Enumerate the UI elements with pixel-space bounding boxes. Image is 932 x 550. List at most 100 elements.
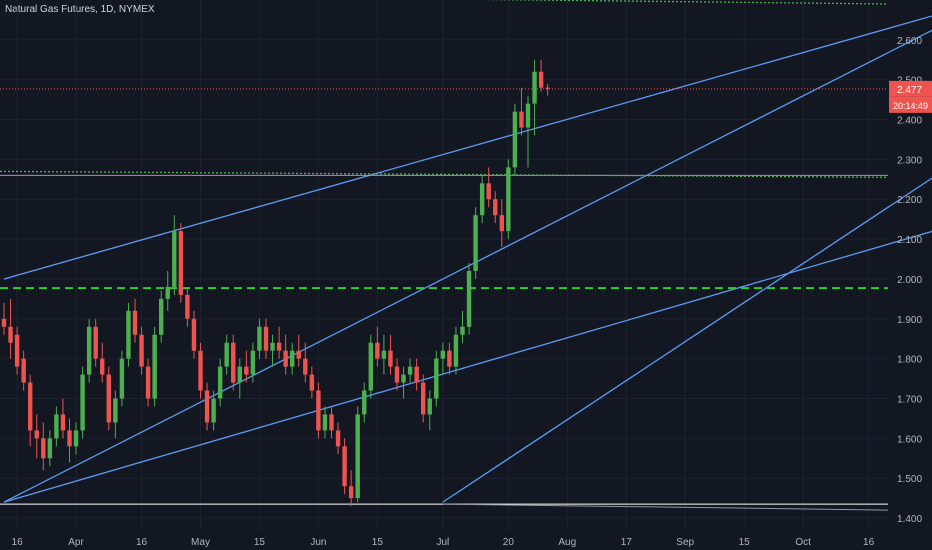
- candle-body: [106, 374, 111, 423]
- grid: [0, 0, 888, 530]
- y-tick-label: 1.500: [897, 474, 922, 485]
- candle-body: [139, 334, 144, 367]
- trendline: [3, 230, 932, 503]
- candle-body: [270, 342, 275, 351]
- candle-body: [473, 215, 478, 271]
- y-tick-label: 1.400: [897, 514, 922, 525]
- candle-body: [348, 486, 354, 499]
- candle-body: [421, 382, 426, 415]
- candle-body: [54, 414, 59, 439]
- candle-body: [231, 342, 236, 383]
- candle-body: [407, 366, 413, 375]
- trendline: [442, 177, 932, 503]
- candle-body: [132, 310, 138, 335]
- x-tick-label: Sep: [676, 537, 694, 548]
- candle-body: [257, 326, 262, 351]
- candle-body: [427, 398, 432, 415]
- candle-body: [283, 350, 288, 367]
- candle-body: [1, 318, 7, 327]
- candle-body: [204, 390, 210, 423]
- candle-body: [217, 366, 223, 399]
- y-tick-label: 2.200: [897, 195, 922, 206]
- x-tick-label: May: [191, 537, 210, 548]
- candle-body: [165, 286, 170, 299]
- candle-body: [185, 294, 190, 319]
- candle-body: [342, 446, 347, 487]
- candle-body: [525, 103, 531, 128]
- candle-body: [250, 350, 256, 375]
- candle-body: [355, 414, 360, 499]
- candle-body: [290, 350, 295, 367]
- candle-body: [67, 430, 72, 447]
- last-price-badge: [889, 80, 932, 97]
- time-axis: 16 Apr 16 May 15 Jun 15 Jul 20 Aug 17 Sep 15 Oct 16: [12, 537, 875, 548]
- candle-body: [198, 350, 203, 391]
- candle-body: [14, 334, 20, 367]
- support-line-2: [442, 503, 889, 511]
- candle-body: [237, 366, 242, 383]
- candle-body: [303, 358, 308, 375]
- candle-body: [545, 87, 550, 89]
- candle-body: [152, 334, 157, 399]
- x-tick-label: 16: [863, 537, 875, 548]
- candle-body: [506, 167, 511, 232]
- candle-body: [47, 438, 53, 459]
- x-tick-label: 20: [503, 537, 515, 548]
- x-tick-label: 15: [254, 537, 266, 548]
- x-tick-label: Jul: [436, 537, 449, 548]
- candle-body: [73, 430, 79, 447]
- y-tick-label: 2.400: [897, 116, 922, 127]
- candle-body: [172, 231, 177, 287]
- y-tick-label: 2.000: [897, 275, 922, 286]
- candle-body: [296, 350, 301, 359]
- candle-body: [453, 334, 459, 367]
- candle-body: [460, 326, 465, 335]
- candle-body: [388, 350, 393, 367]
- dotted-level: [0, 170, 889, 178]
- trendline: [3, 29, 932, 503]
- candle-body: [93, 326, 98, 359]
- candle-body: [538, 71, 544, 88]
- candle-body: [519, 111, 524, 128]
- y-tick-label: 2.100: [897, 235, 922, 246]
- candle-body: [316, 390, 321, 431]
- x-tick-label: 17: [621, 537, 633, 548]
- candle-body: [28, 382, 33, 431]
- y-tick-label: 1.700: [897, 394, 922, 405]
- candle-body: [414, 366, 419, 383]
- candle-body: [80, 374, 85, 431]
- candle-body: [368, 342, 373, 391]
- candle-body: [499, 215, 504, 232]
- candle-body: [159, 298, 164, 335]
- candle-body: [401, 374, 406, 383]
- y-tick-label: 2.600: [897, 36, 922, 47]
- countdown-badge: [889, 96, 932, 113]
- candle-body: [126, 310, 131, 359]
- candle-body: [486, 183, 491, 200]
- candle-body: [394, 366, 400, 383]
- candle-body: [532, 71, 537, 104]
- drawing-overlays[interactable]: [0, 0, 932, 511]
- candle-body: [434, 358, 439, 399]
- candle-body: [309, 374, 315, 391]
- candle-body: [479, 183, 485, 216]
- x-tick-label: 16: [136, 537, 148, 548]
- candle-body: [512, 111, 518, 168]
- candle-body: [178, 231, 184, 295]
- candle-body: [263, 326, 269, 351]
- candle-body: [211, 398, 216, 423]
- trendline: [3, 15, 932, 280]
- x-tick-label: Apr: [68, 537, 84, 548]
- candle-body: [362, 390, 367, 415]
- candle-body: [493, 199, 498, 216]
- candle-body: [21, 358, 26, 383]
- y-tick-label: 1.800: [897, 355, 922, 366]
- price-labels: 2.477 20:14:49: [889, 80, 932, 113]
- candles: [1, 59, 550, 507]
- candle-body: [41, 438, 46, 459]
- candle-body: [329, 414, 334, 431]
- x-tick-label: Oct: [795, 537, 811, 548]
- candle-body: [440, 350, 446, 359]
- candle-body: [60, 414, 66, 431]
